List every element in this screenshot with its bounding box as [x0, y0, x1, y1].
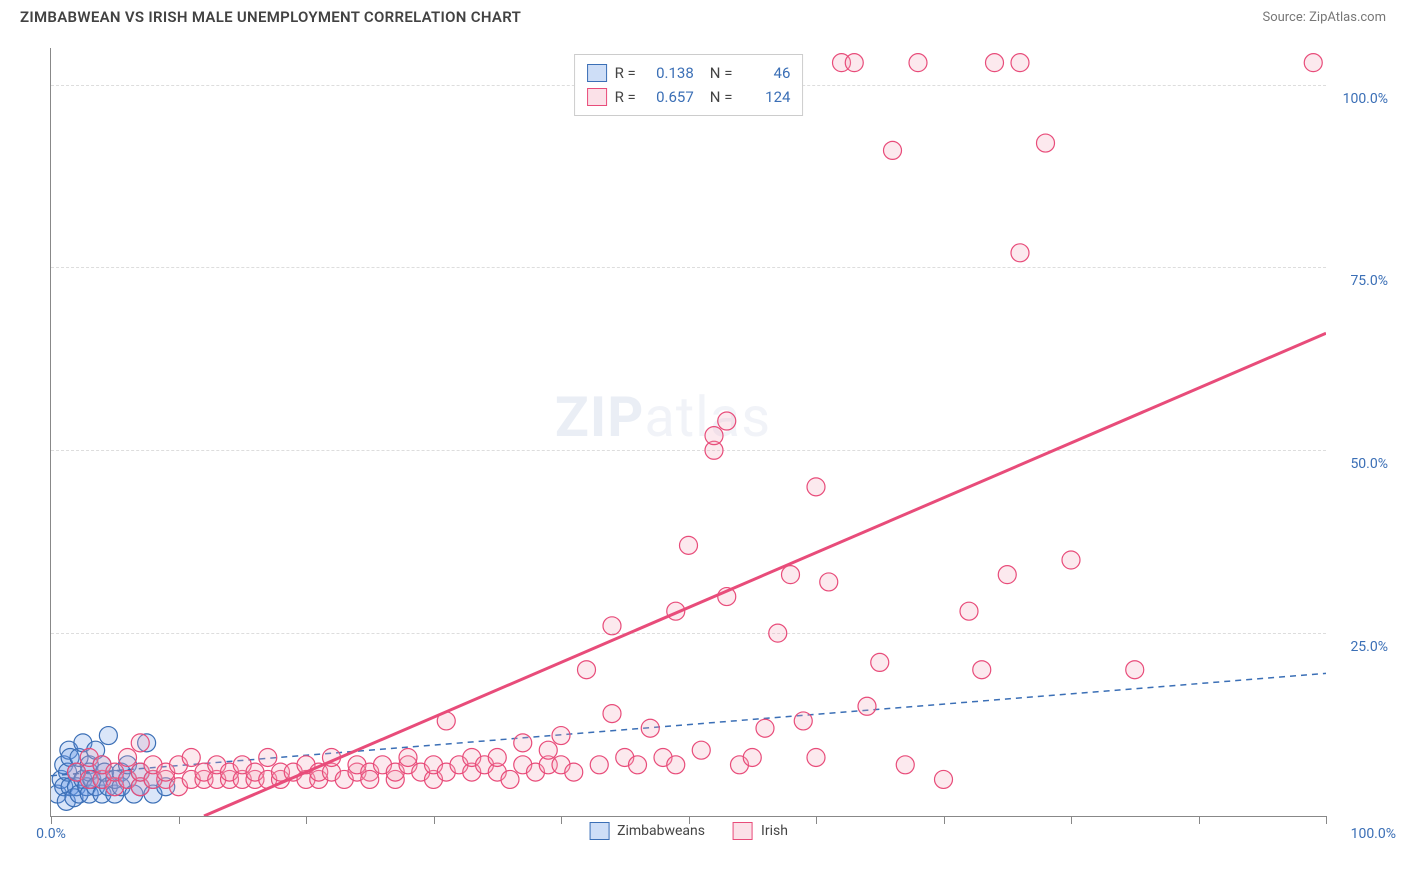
x-tick [816, 816, 817, 824]
data-point [769, 624, 787, 642]
chart-container: Male Unemployment ZIPatlas R = 0.138 N =… [50, 48, 1396, 847]
data-point [743, 748, 761, 766]
chart-title: ZIMBABWEAN VS IRISH MALE UNEMPLOYMENT CO… [20, 8, 521, 26]
legend-swatch [587, 88, 607, 106]
data-point [488, 748, 506, 766]
data-point [603, 617, 621, 635]
data-point [99, 727, 117, 745]
data-point [501, 770, 519, 788]
x-tick [944, 816, 945, 824]
legend-swatch [589, 822, 609, 840]
data-point [667, 756, 685, 774]
r-label: R = [615, 61, 636, 85]
data-point [884, 141, 902, 159]
x-tick [1071, 816, 1072, 824]
n-value: 46 [740, 61, 790, 85]
legend-swatch [733, 822, 753, 840]
data-point [1037, 134, 1055, 152]
data-point [399, 748, 417, 766]
data-point [182, 748, 200, 766]
data-point [782, 566, 800, 584]
data-point [603, 705, 621, 723]
data-point [1304, 54, 1322, 72]
y-tick-label: 100.0% [1343, 91, 1388, 107]
data-point [794, 712, 812, 730]
data-point [986, 54, 1004, 72]
data-point [909, 54, 927, 72]
series-legend: Zimbabweans Irish [589, 822, 788, 840]
data-point [1062, 551, 1080, 569]
data-point [259, 748, 277, 766]
data-point [820, 573, 838, 591]
data-point [1011, 54, 1029, 72]
data-point [807, 748, 825, 766]
r-value: 0.138 [644, 61, 694, 85]
stats-legend-row: R = 0.138 N = 46 [587, 61, 791, 85]
n-value: 124 [740, 85, 790, 109]
data-point [1011, 244, 1029, 262]
y-tick-label: 75.0% [1350, 273, 1388, 289]
data-point [960, 602, 978, 620]
x-tick [434, 816, 435, 824]
x-tick [51, 816, 52, 824]
data-point [539, 741, 557, 759]
data-point [998, 566, 1016, 584]
data-point [845, 54, 863, 72]
data-point [896, 756, 914, 774]
legend-label: Irish [761, 823, 788, 839]
data-point [756, 719, 774, 737]
scatter-plot-svg [51, 48, 1326, 816]
plot-area: ZIPatlas R = 0.138 N = 46 R = 0.657 N = … [50, 48, 1326, 817]
r-label: R = [615, 85, 636, 109]
data-point [692, 741, 710, 759]
data-point [578, 661, 596, 679]
data-point [807, 478, 825, 496]
legend-swatch [587, 64, 607, 82]
y-tick-label: 25.0% [1350, 639, 1388, 655]
x-tick [1326, 816, 1327, 824]
data-point [858, 697, 876, 715]
data-point [629, 756, 647, 774]
data-point [590, 756, 608, 774]
data-point [641, 719, 659, 737]
n-label: N = [710, 85, 733, 109]
n-label: N = [710, 61, 733, 85]
legend-label: Zimbabweans [617, 823, 705, 839]
data-point [1126, 661, 1144, 679]
data-point [361, 770, 379, 788]
data-point [705, 427, 723, 445]
r-value: 0.657 [644, 85, 694, 109]
x-tick [561, 816, 562, 824]
legend-item: Zimbabweans [589, 822, 705, 840]
data-point [514, 734, 532, 752]
data-point [718, 412, 736, 430]
x-tick [179, 816, 180, 824]
trend-line [204, 333, 1326, 816]
x-axis-min-label: 0.0% [36, 826, 66, 842]
x-tick [1199, 816, 1200, 824]
stats-legend-row: R = 0.657 N = 124 [587, 85, 791, 109]
source-attribution: Source: ZipAtlas.com [1262, 10, 1386, 25]
data-point [871, 653, 889, 671]
data-point [680, 536, 698, 554]
legend-item: Irish [733, 822, 788, 840]
data-point [565, 763, 583, 781]
data-point [973, 661, 991, 679]
data-point [119, 748, 137, 766]
data-point [131, 734, 149, 752]
data-point [552, 727, 570, 745]
stats-legend-box: R = 0.138 N = 46 R = 0.657 N = 124 [574, 54, 804, 116]
x-tick [306, 816, 307, 824]
y-tick-label: 50.0% [1350, 456, 1388, 472]
data-point [935, 770, 953, 788]
x-axis-max-label: 100.0% [1351, 826, 1396, 842]
